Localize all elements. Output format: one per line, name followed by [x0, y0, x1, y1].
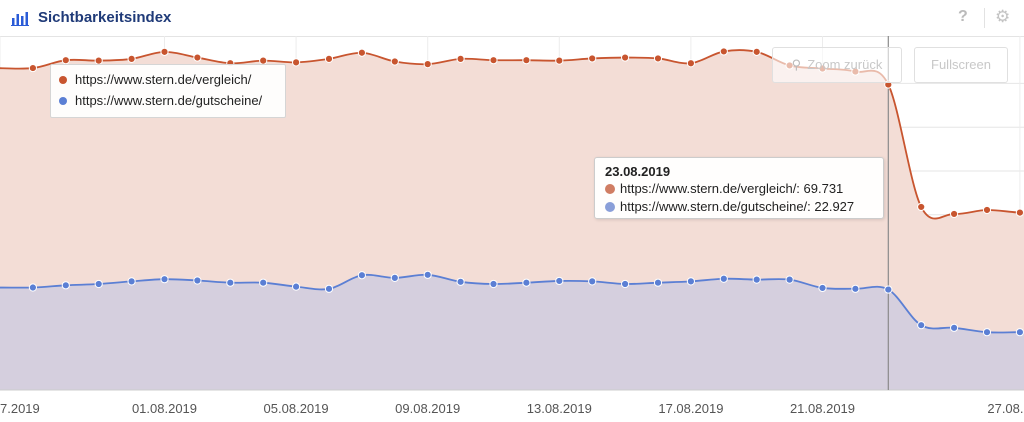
point-series-1-8	[292, 282, 301, 291]
point-series-0-4	[160, 47, 169, 56]
point-series-0-8	[292, 58, 301, 67]
point-series-0-10	[357, 48, 366, 57]
point-series-1-30	[1015, 328, 1024, 337]
point-series-1-11	[390, 273, 399, 282]
point-series-1-1	[61, 281, 70, 290]
fullscreen-button[interactable]: Fullscreen	[914, 47, 1008, 83]
chart-legend: https://www.stern.de/vergleich/ https://…	[50, 64, 286, 118]
point-series-1-24	[818, 283, 827, 293]
legend-label-gutscheine: https://www.stern.de/gutscheine/	[75, 93, 263, 108]
line-series-0	[0, 49, 1024, 220]
point-series-1-26	[884, 285, 893, 294]
legend-label-vergleich: https://www.stern.de/vergleich/	[75, 72, 252, 87]
x-tick-label: 7.2019	[0, 401, 40, 416]
point-series-1-10	[357, 271, 366, 280]
x-tick-label: 13.08.2019	[527, 401, 592, 416]
tooltip-date: 23.08.2019	[605, 164, 671, 179]
point-series-0-13	[456, 54, 465, 63]
point-series-0-30	[1015, 208, 1024, 217]
point-series-1-23	[785, 275, 794, 284]
chart-tooltip: 23.08.2019 https://www.stern.de/vergleic…	[594, 157, 884, 219]
point-series-0-16	[555, 56, 564, 65]
point-series-0-5	[193, 53, 202, 62]
point-series-1-18	[621, 279, 630, 289]
legend-marker-vergleich	[59, 75, 67, 84]
line-series-1	[0, 273, 1024, 334]
chart-title: Sichtbarkeitsindex	[38, 9, 172, 26]
point-series-1-21	[719, 274, 728, 283]
help-icon[interactable]: ?	[958, 8, 968, 25]
point-series-0-19	[653, 54, 663, 63]
point-series-0-20	[686, 59, 696, 68]
point-series-1-16	[555, 276, 564, 286]
point-series-1-14	[489, 279, 498, 289]
x-tick-label: 21.08.2019	[790, 401, 855, 416]
legend-marker-gutscheine	[59, 96, 67, 105]
point-series-0-15	[522, 56, 531, 65]
point-series-0-3	[127, 54, 136, 63]
point-series-1-9	[324, 284, 334, 293]
tooltip-marker-vergleich	[605, 183, 615, 194]
point-series-1-0	[28, 283, 38, 292]
magnifier-icon: ⚲	[791, 57, 802, 72]
point-series-1-13	[456, 277, 465, 286]
tooltip-marker-gutscheine	[605, 201, 615, 212]
point-series-0-21	[719, 47, 728, 56]
point-series-0-11	[390, 57, 399, 66]
zoom-reset-label: Zoom zurück	[807, 57, 883, 72]
point-series-0-0	[28, 63, 38, 73]
legend-item-gutscheine[interactable]: https://www.stern.de/gutscheine/	[59, 92, 262, 110]
x-tick-label: 09.08.2019	[395, 401, 460, 416]
point-series-0-27	[917, 202, 926, 212]
point-series-0-28	[950, 209, 959, 219]
x-tick-label: 27.08.2019	[987, 401, 1024, 416]
point-series-0-12	[423, 60, 432, 69]
tooltip-row-gutscheine: https://www.stern.de/gutscheine/: 22.927	[605, 198, 854, 216]
point-series-1-5	[193, 276, 202, 285]
tooltip-value-gutscheine: https://www.stern.de/gutscheine/: 22.927	[620, 199, 855, 214]
point-series-1-22	[752, 275, 761, 284]
zoom-reset-button[interactable]: ⚲ Zoom zurück	[772, 47, 902, 83]
point-series-0-14	[489, 56, 498, 65]
x-tick-label: 01.08.2019	[132, 401, 197, 416]
bar-chart-icon	[11, 12, 29, 26]
point-series-1-27	[917, 321, 926, 330]
point-series-0-18	[621, 53, 630, 62]
point-series-1-15	[522, 278, 531, 287]
point-series-0-9	[324, 54, 334, 63]
gear-icon[interactable]: ⚙	[995, 7, 1011, 26]
point-series-1-20	[686, 277, 696, 286]
point-series-0-1	[61, 56, 70, 65]
legend-item-vergleich[interactable]: https://www.stern.de/vergleich/	[59, 71, 251, 89]
tooltip-row-vergleich: https://www.stern.de/vergleich/: 69.731	[605, 180, 843, 198]
point-series-1-3	[127, 277, 136, 286]
point-series-1-6	[226, 278, 235, 287]
point-series-0-17	[588, 54, 597, 63]
point-series-1-28	[950, 323, 959, 332]
point-series-0-22	[752, 47, 761, 56]
chart-plot[interactable]: 102030405060707.201901.08.201905.08.2019…	[0, 36, 1024, 422]
point-series-1-25	[851, 284, 860, 293]
point-series-1-29	[982, 328, 992, 337]
point-series-0-29	[982, 205, 992, 215]
area-series-1	[0, 274, 1024, 390]
x-tick-label: 17.08.2019	[658, 401, 723, 416]
point-series-1-17	[588, 277, 597, 286]
tooltip-value-vergleich: https://www.stern.de/vergleich/: 69.731	[620, 181, 844, 196]
point-series-1-4	[160, 275, 169, 284]
fullscreen-label: Fullscreen	[931, 57, 991, 72]
point-series-1-7	[259, 278, 268, 287]
x-tick-label: 05.08.2019	[264, 401, 329, 416]
header-divider	[984, 8, 985, 28]
point-series-1-2	[94, 279, 103, 289]
point-series-1-19	[653, 278, 663, 287]
point-series-1-12	[423, 270, 432, 279]
chart-header: Sichtbarkeitsindex ? ⚙	[0, 0, 1024, 37]
